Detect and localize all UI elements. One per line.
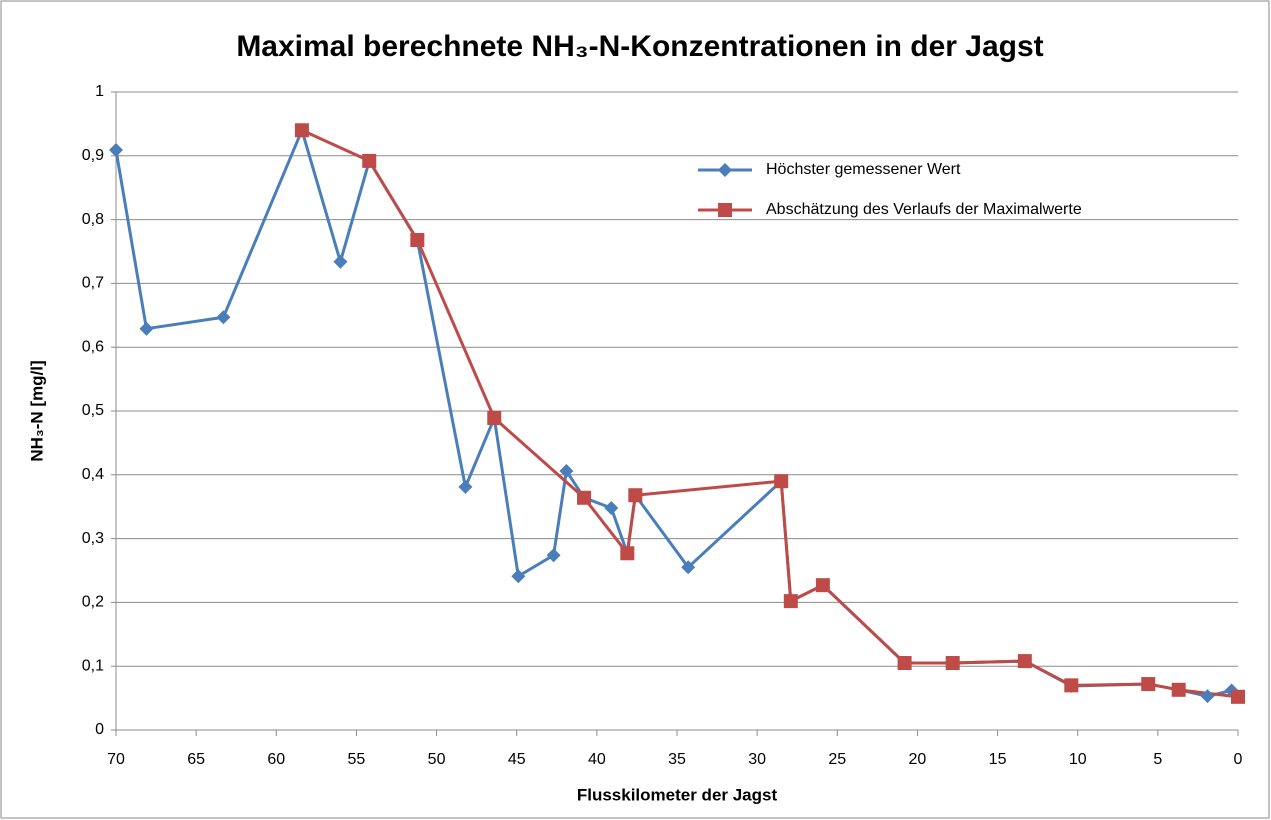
- x-tick-label: 45: [508, 751, 526, 768]
- marker: [216, 310, 231, 325]
- y-tick-label: 0,4: [82, 466, 104, 483]
- marker: [333, 254, 348, 269]
- marker: [718, 163, 732, 177]
- x-tick-label: 60: [267, 751, 285, 768]
- marker: [577, 490, 592, 505]
- x-tick-label: 0: [1234, 751, 1243, 768]
- marker: [774, 474, 789, 489]
- marker: [681, 560, 696, 575]
- marker: [410, 233, 425, 248]
- y-tick-label: 0,2: [82, 594, 104, 611]
- x-tick-label: 20: [909, 751, 927, 768]
- marker: [628, 488, 643, 503]
- marker: [783, 594, 798, 609]
- legend-label: Abschätzung des Verlaufs der Maximalwert…: [766, 201, 1082, 218]
- y-tick-label: 0,7: [82, 275, 104, 292]
- y-tick-label: 0,8: [82, 211, 104, 228]
- marker: [487, 411, 502, 426]
- marker: [945, 656, 960, 671]
- marker: [815, 578, 830, 593]
- x-tick-label: 40: [588, 751, 606, 768]
- legend-label: Höchster gemessener Wert: [766, 161, 961, 178]
- marker: [362, 153, 377, 168]
- y-tick-label: 0,9: [82, 147, 104, 164]
- marker: [546, 548, 561, 563]
- x-tick-label: 65: [187, 751, 205, 768]
- x-tick-label: 35: [668, 751, 686, 768]
- chart-title: Maximal berechnete NH₃-N-Konzentrationen…: [236, 30, 1043, 63]
- x-tick-label: 55: [348, 751, 366, 768]
- marker: [109, 143, 123, 158]
- y-tick-label: 1: [95, 83, 104, 100]
- x-tick-label: 10: [1069, 751, 1087, 768]
- marker: [1017, 654, 1032, 669]
- x-tick-label: 50: [428, 751, 446, 768]
- x-tick-label: 30: [748, 751, 766, 768]
- x-tick-label: 70: [107, 751, 125, 768]
- x-tick-label: 5: [1153, 751, 1162, 768]
- y-tick-label: 0: [95, 721, 104, 738]
- y-tick-label: 0,3: [82, 530, 104, 547]
- marker: [1231, 689, 1245, 704]
- x-tick-label: 15: [989, 751, 1007, 768]
- marker: [1171, 682, 1186, 697]
- marker: [1064, 678, 1079, 693]
- y-tick-label: 0,1: [82, 657, 104, 674]
- y-tick-label: 0,5: [82, 402, 104, 419]
- x-axis-label: Flusskilometer der Jagst: [577, 785, 778, 804]
- marker: [1141, 677, 1156, 692]
- marker: [294, 123, 309, 138]
- marker: [620, 546, 635, 561]
- marker: [897, 656, 912, 671]
- marker: [1200, 689, 1215, 704]
- marker: [458, 479, 473, 494]
- marker: [559, 463, 574, 478]
- marker: [604, 500, 619, 515]
- marker: [718, 203, 732, 217]
- y-tick-label: 0,6: [82, 338, 104, 355]
- marker: [511, 569, 526, 584]
- x-tick-label: 25: [828, 751, 846, 768]
- y-axis-label: NH₃-N [mg/l]: [27, 360, 46, 461]
- marker: [139, 321, 154, 336]
